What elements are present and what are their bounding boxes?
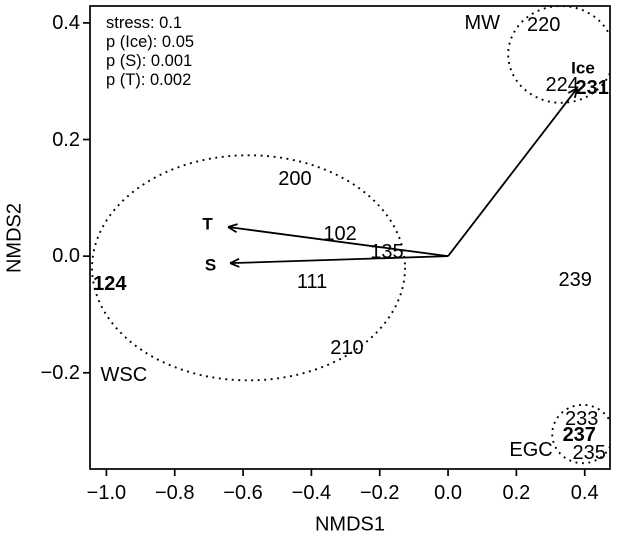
x-tick-label: −0.6	[223, 482, 263, 504]
group-label-wsc: WSC	[100, 364, 148, 387]
site-label-220: 220	[527, 14, 561, 37]
site-label-200: 200	[278, 168, 312, 191]
x-tick-label: −1.0	[86, 482, 127, 504]
site-label-210: 210	[330, 337, 364, 360]
site-label-237: 237	[562, 423, 596, 446]
site-label-224: 224	[545, 74, 579, 97]
group-ellipse-wsc	[91, 154, 406, 382]
vector-arrow-s	[229, 255, 449, 268]
group-label-egc: EGC	[509, 438, 553, 461]
p-t-value: p (T): 0.002	[106, 71, 192, 89]
group-label-mw: MW	[464, 11, 500, 34]
vector-arrow-ice	[447, 87, 579, 257]
site-label-233: 233	[564, 407, 599, 430]
x-tick-label: 0.4	[570, 482, 599, 504]
x-tick-label: 0.0	[434, 482, 462, 504]
p-ice-value: p (Ice): 0.05	[106, 33, 195, 51]
x-tick-label: −0.2	[359, 482, 400, 504]
stress-value: stress: 0.1	[106, 14, 183, 32]
vector-label-s: S	[204, 255, 217, 275]
site-label-135: 135	[370, 241, 404, 264]
vector-label-t: T	[202, 214, 213, 233]
site-label-239: 239	[558, 269, 592, 292]
vector-label-ice: Ice	[571, 58, 595, 78]
y-tick-label: 0.0	[52, 245, 80, 268]
site-label-231: 231	[575, 76, 609, 99]
x-tick-label: −0.4	[291, 482, 332, 504]
y-tick-label: 0.4	[52, 11, 80, 34]
site-label-124: 124	[93, 273, 127, 296]
x-axis-title: NMDS1	[314, 513, 386, 536]
group-ellipse-mw	[507, 6, 610, 104]
x-tick-label: −0.8	[154, 482, 195, 504]
y-tick-label: −0.2	[40, 361, 80, 384]
y-tick-label: 0.2	[52, 128, 80, 151]
plot-border	[89, 5, 611, 470]
y-axis-title: NMDS2	[3, 202, 26, 273]
group-ellipse-egc	[551, 403, 610, 465]
site-label-102: 102	[323, 223, 357, 245]
p-s-value: p (S): 0.001	[106, 52, 193, 70]
stats-annotation: stress: 0.1 p (Ice): 0.05 p (S): 0.001 p…	[106, 14, 194, 90]
vector-arrow-t	[227, 223, 449, 258]
x-tick-label: 0.2	[502, 482, 531, 504]
site-label-111: 111	[296, 271, 328, 294]
site-label-235: 235	[572, 442, 606, 465]
